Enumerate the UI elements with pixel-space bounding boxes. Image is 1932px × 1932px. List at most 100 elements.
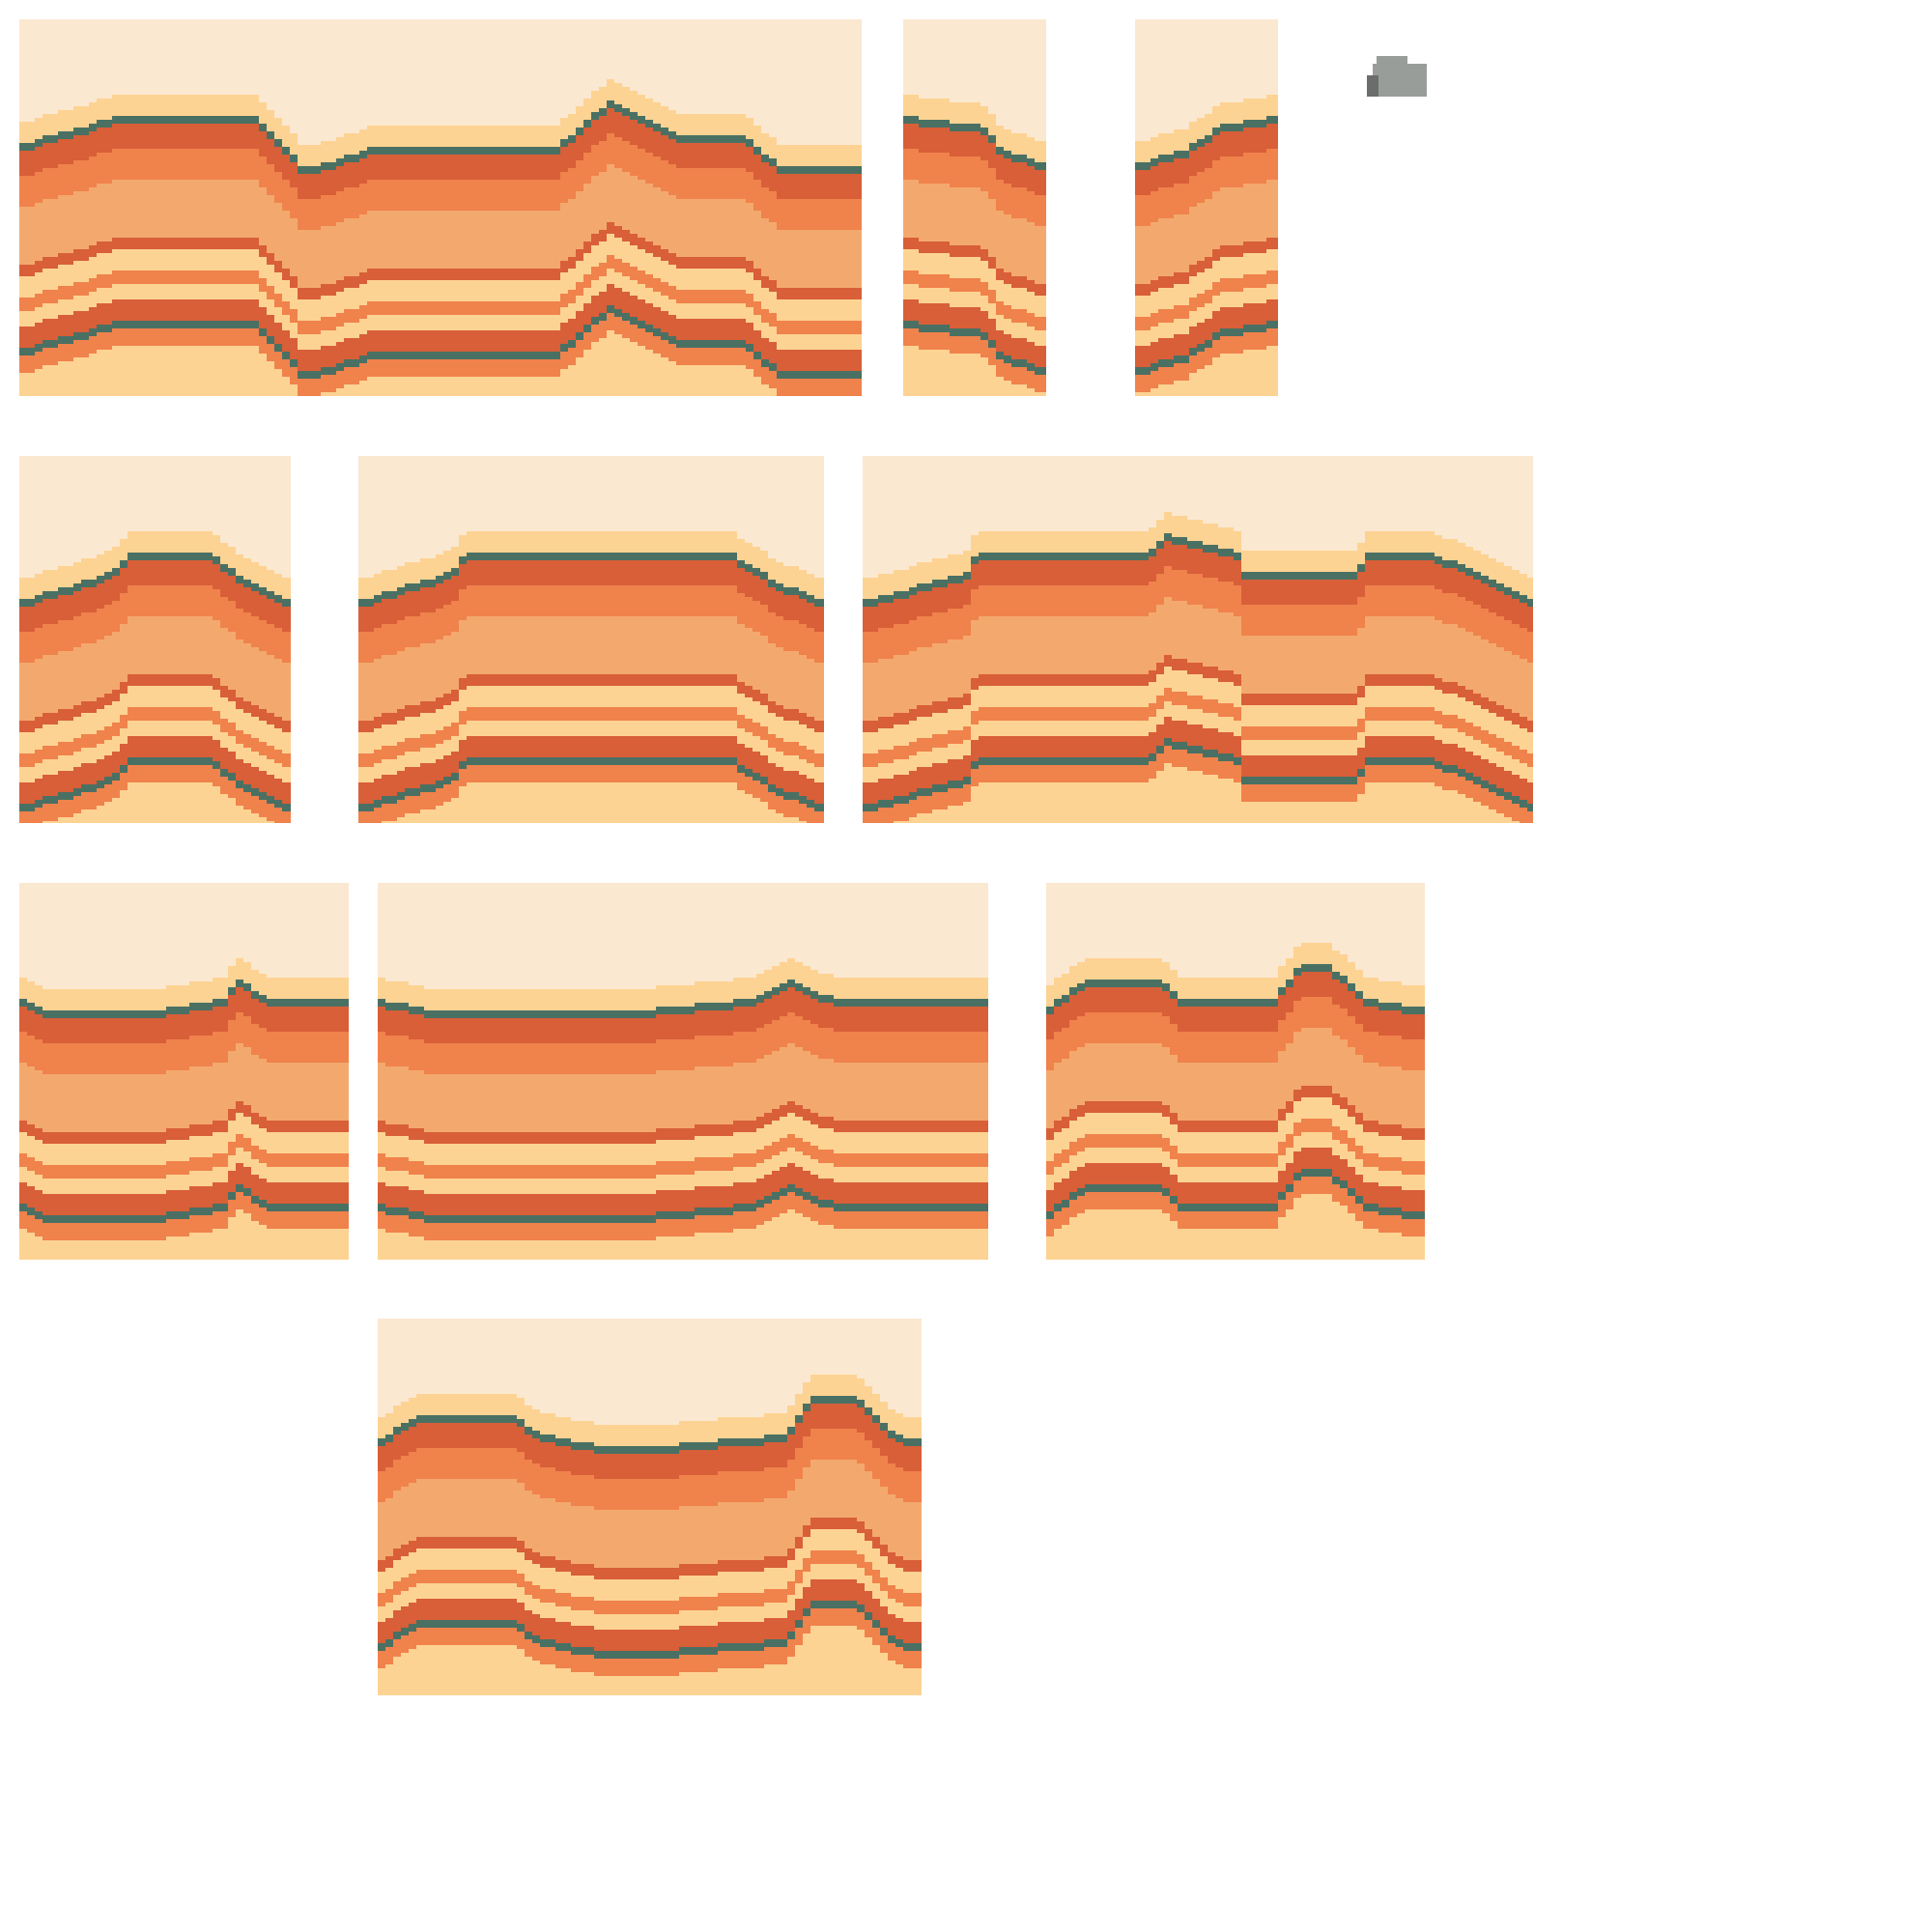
strata-layer [451, 568, 459, 576]
strata-layer [1380, 674, 1388, 686]
rim-layer [267, 570, 274, 591]
strata-layer [274, 172, 282, 203]
strata-layer [236, 609, 243, 639]
strata-layer [522, 359, 529, 377]
strata-layer [251, 321, 259, 328]
strata-layer [143, 321, 151, 328]
strata-layer [358, 782, 366, 804]
strata-layer [1236, 336, 1243, 354]
strata-layer [367, 377, 375, 396]
strata-layer [205, 328, 213, 346]
strata-layer [1135, 170, 1143, 195]
strata-layer [637, 736, 644, 757]
strata-layer [1458, 564, 1465, 572]
strata-layer [901, 624, 909, 655]
strata-layer [529, 315, 537, 330]
strata-layer [1465, 773, 1473, 781]
strata-layer [505, 707, 513, 721]
strata-layer [451, 632, 459, 690]
strata-layer [715, 319, 723, 340]
strata-layer [459, 556, 467, 564]
rim-layer [1527, 578, 1533, 599]
strata-layer [723, 340, 730, 348]
strata-layer [894, 804, 901, 821]
strata-layer [630, 120, 638, 145]
strata-layer [182, 765, 189, 782]
rim-layer [965, 102, 973, 124]
strata-layer [715, 143, 723, 168]
strata-layer [58, 1043, 66, 1074]
strata-layer [934, 274, 942, 288]
strata-layer [1234, 585, 1241, 616]
strata-layer [1251, 253, 1259, 274]
strata-layer [475, 211, 483, 269]
strata-layer [1156, 549, 1164, 574]
strata-layer [243, 580, 251, 587]
strata-layer [197, 149, 205, 180]
strata-layer [81, 1018, 89, 1043]
strata-layer [1071, 674, 1079, 686]
strata-layer [1264, 755, 1272, 777]
strata-layer [383, 280, 390, 301]
strata-layer [182, 808, 189, 823]
strata-layer [668, 253, 676, 265]
strata-layer [784, 199, 792, 230]
strata-layer [166, 757, 174, 765]
strata-layer [576, 282, 583, 296]
strata-layer [730, 365, 738, 390]
strata-layer [738, 199, 746, 257]
strata-layer [822, 632, 824, 663]
strata-layer [459, 589, 467, 620]
strata-layer [965, 307, 973, 328]
rim-layer [35, 985, 43, 1007]
sky-band [1272, 456, 1280, 551]
strata-layer [474, 782, 482, 808]
strata-layer [19, 1211, 27, 1229]
strata-layer [553, 147, 560, 155]
strata-layer [336, 313, 344, 327]
rim-layer [1025, 531, 1033, 553]
strata-layer [614, 238, 622, 259]
strata-layer [104, 1010, 112, 1018]
strata-layer [1158, 218, 1166, 276]
strata-layer [120, 694, 128, 715]
rim-layer [298, 145, 305, 166]
strata-layer [251, 270, 259, 284]
strata-layer [112, 576, 120, 601]
strata-layer [979, 757, 986, 765]
strata-layer [738, 340, 746, 348]
rim-layer [576, 106, 583, 128]
strata-layer [613, 736, 621, 757]
strata-layer [290, 732, 291, 753]
strata-layer [213, 249, 220, 270]
strata-layer [591, 176, 599, 234]
strata-layer [35, 808, 43, 823]
strata-layer [980, 261, 988, 282]
strata-layer [1496, 767, 1504, 788]
strata-layer [390, 315, 398, 330]
strata-layer [120, 790, 128, 815]
strata-layer [151, 765, 158, 782]
strata-layer [582, 782, 590, 808]
strata-layer [189, 707, 197, 721]
strata-layer [19, 1063, 27, 1121]
strata-layer [1473, 726, 1481, 740]
strata-layer [661, 282, 668, 296]
strata-layer [398, 301, 406, 315]
strata-layer [606, 616, 613, 674]
strata-layer [1210, 609, 1218, 667]
strata-layer [27, 732, 35, 753]
strata-layer [97, 1194, 104, 1215]
strata-layer [313, 230, 321, 288]
strata-layer [660, 616, 668, 674]
strata-layer [1174, 151, 1181, 158]
strata-layer [1241, 802, 1249, 823]
strata-layer [1071, 616, 1079, 674]
strata-layer [298, 350, 305, 371]
strata-layer [437, 280, 444, 301]
strata-layer [474, 707, 482, 721]
strata-layer [784, 299, 792, 321]
rim-layer [614, 83, 622, 104]
strata-layer [715, 390, 723, 396]
strata-layer [926, 120, 934, 128]
